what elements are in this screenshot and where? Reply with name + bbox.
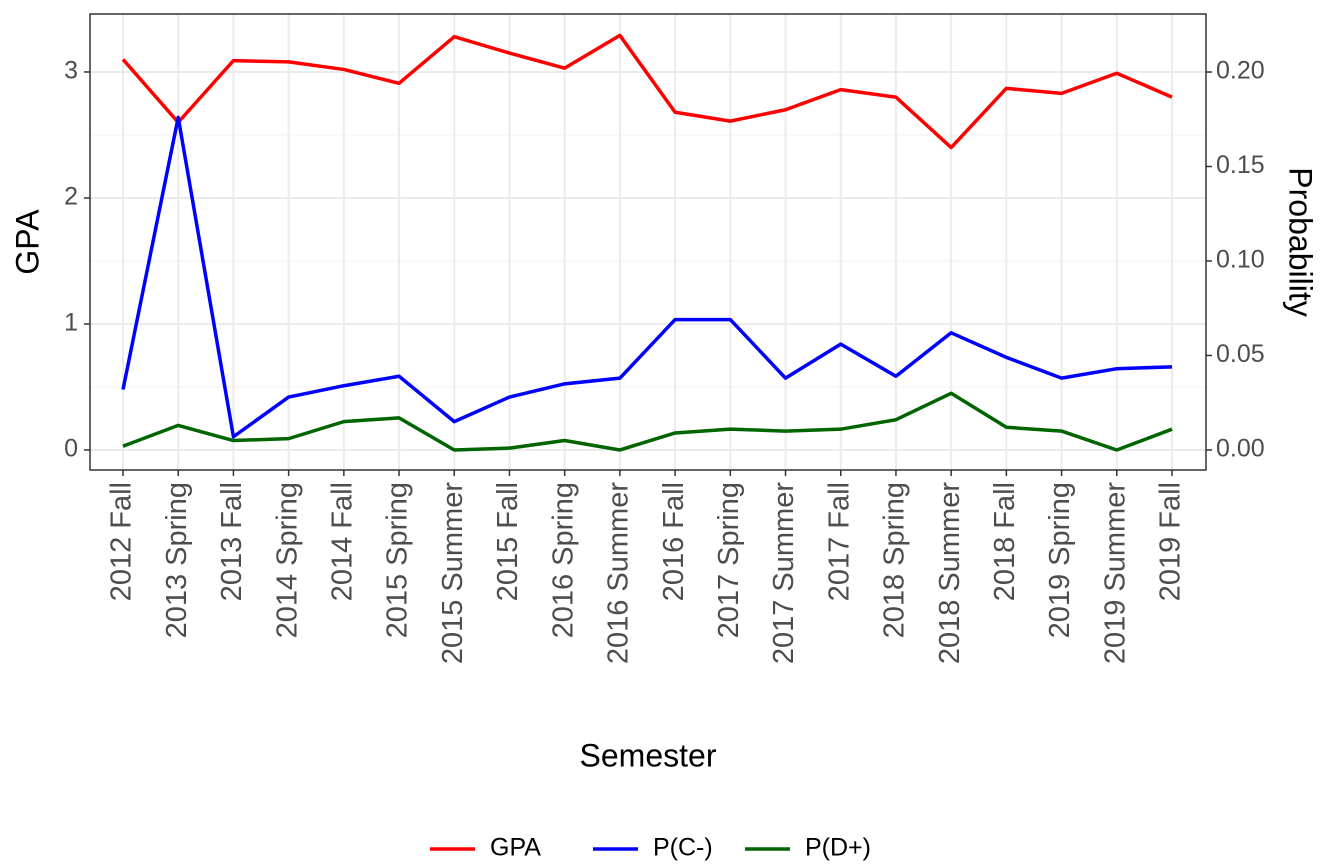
y2-tick-label: 0.20 — [1216, 57, 1265, 85]
y-tick-label: 0 — [64, 435, 78, 463]
plot-border — [89, 13, 1207, 471]
y-axis-title: GPA — [9, 209, 45, 275]
y2-tick-label: 0.10 — [1216, 246, 1265, 274]
x-tick-label: 2016 Summer — [603, 482, 635, 664]
line-series — [122, 391, 1173, 452]
y-tick-label: 3 — [64, 57, 78, 85]
x-axis-title: Semester — [580, 737, 717, 773]
y2-tick-label: 0.05 — [1216, 340, 1265, 368]
x-tick-label: 2019 Summer — [1099, 482, 1131, 664]
x-tick-label: 2017 Spring — [713, 482, 745, 638]
x-tick-label: 2019 Spring — [1044, 482, 1076, 638]
legend-label: GPA — [490, 834, 541, 862]
x-tick-label: 2018 Spring — [879, 482, 911, 638]
legend-label: P(C-) — [653, 834, 713, 862]
x-tick-label: 2016 Spring — [547, 482, 579, 638]
y2-tick-label: 0.00 — [1216, 435, 1265, 463]
y-tick-label: 1 — [64, 309, 78, 337]
x-tick-label: 2016 Fall — [658, 482, 690, 601]
legend-label: P(D+) — [805, 834, 871, 862]
y-tick-label: 2 — [64, 183, 78, 211]
line-series — [121, 115, 1173, 439]
x-tick-label: 2013 Spring — [161, 482, 193, 638]
x-tick-label: 2018 Fall — [989, 482, 1021, 601]
x-tick-label: 2017 Fall — [823, 482, 855, 601]
x-tick-label: 2012 Fall — [106, 482, 138, 601]
x-tick-label: 2014 Spring — [271, 482, 303, 638]
x-tick-label: 2013 Fall — [216, 482, 248, 601]
x-tick-label: 2019 Fall — [1155, 482, 1187, 601]
x-tick-label: 2018 Summer — [934, 482, 966, 664]
x-tick-label: 2015 Fall — [492, 482, 524, 601]
x-tick-label: 2017 Summer — [768, 482, 800, 664]
line-series — [121, 33, 1173, 150]
x-tick-label: 2015 Summer — [437, 482, 469, 664]
x-tick-label: 2014 Fall — [326, 482, 358, 601]
x-tick-label: 2015 Spring — [382, 482, 414, 638]
y2-axis-title: Probability — [1283, 167, 1319, 316]
y2-tick-label: 0.15 — [1216, 151, 1265, 179]
